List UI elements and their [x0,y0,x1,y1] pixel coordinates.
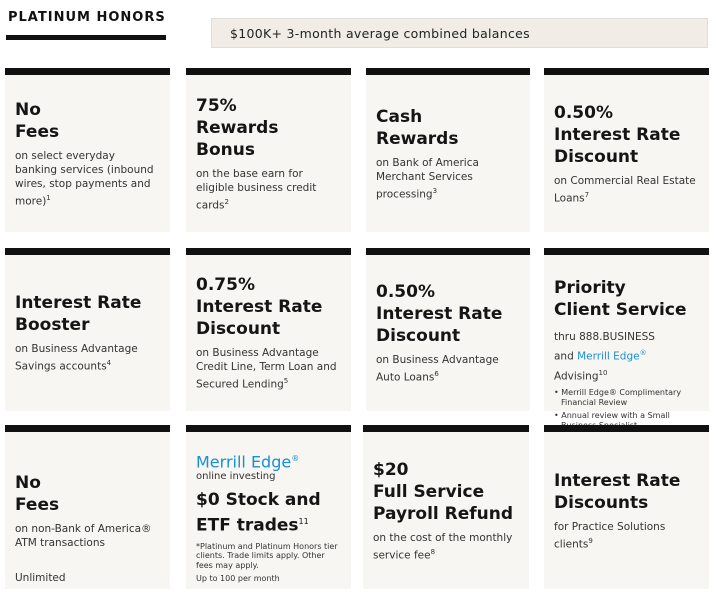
benefit-description: on Bank of America Merchant Services pro… [376,156,479,201]
benefit-card-no-fees: No Fees on select everyday banking servic… [5,68,170,232]
benefit-headline: 0.50% Interest Rate Discount [376,282,503,347]
benefit-headline: Interest Rate Discounts [554,470,681,513]
benefit-headline: 75% Rewards Bonus [196,95,279,160]
benefit-extra-note: Unlimited [15,572,66,584]
benefit-headline: $20 Full Service Payroll Refund [373,459,514,524]
benefit-headline: $0 Stock and ETF trades11 [196,490,321,536]
benefit-headline: Interest Rate Booster [15,293,142,336]
benefit-card-cre-rate-discount: 0.50% Interest Rate Discount on Commercial… [544,68,709,232]
merrill-edge-logo: Merrill Edge® [196,452,300,472]
fine-print: *Platinum and Platinum Honors tier clien… [196,541,338,570]
benefit-card-payroll-refund: $20 Full Service Payroll Refund on the cos… [363,425,529,589]
benefit-card-merrill-trades: Merrill Edge® online investing $0 Stock … [186,425,351,589]
benefit-description: on Commercial Real Estate Loans7 [554,174,696,205]
benefit-description: for Practice Solutions clients9 [554,520,666,551]
benefit-description: on the cost of the monthly service fee8 [373,531,513,562]
benefit-card-credit-line-discount: 0.75% Interest Rate Discount on Business A… [186,248,351,411]
merrill-edge-text: Merrill Edge [577,350,640,363]
benefit-card-practice-discounts: Interest Rate Discounts for Practice Solu… [544,425,709,589]
benefit-card-rate-booster: Interest Rate Booster on Business Advanta… [5,248,170,411]
benefit-headline: Cash Rewards [376,106,459,149]
benefit-description: on select everyday banking services (inb… [15,149,154,208]
benefit-headline: 0.50% Interest Rate Discount [554,102,681,167]
benefit-card-cash-rewards: Cash Rewards on Bank of America Merchant … [366,68,530,232]
tier-title: PLATINUM HONORS [8,10,166,25]
benefit-description: thru 888.BUSINESS and Merrill Edge® Advi… [554,331,655,382]
benefit-card-auto-loan-discount: 0.50% Interest Rate Discount on Business A… [366,248,530,411]
balance-requirement-banner: $100K+ 3-month average combined balances [211,18,708,48]
benefit-description: on Business Advantage Auto Loans6 [376,354,499,384]
benefit-headline: Priority Client Service [554,278,687,320]
benefit-description: on Business Advantage Savings accounts4 [15,343,138,373]
benefit-headline: No Fees [15,472,60,515]
benefit-card-atm-no-fees: No Fees on non-Bank of America® ATM trans… [5,425,170,589]
tier-underline [6,35,166,40]
benefit-card-priority-service: Priority Client Service thru 888.BUSINESS… [544,248,709,430]
benefit-headline: No Fees [15,99,60,142]
benefit-headline: 0.75% Interest Rate Discount [196,275,323,340]
online-investing-label: online investing [196,471,276,483]
benefit-description: on non-Bank of America® ATM transactions [15,522,152,549]
benefit-description: on Business Advantage Credit Line, Term … [196,347,337,391]
trade-limit-note: Up to 100 per month [196,574,280,584]
benefit-bullet: • Merrill Edge® Complimentary Financial … [554,388,682,407]
benefit-description: on the base earn for eligible business c… [196,167,317,212]
benefit-card-rewards-bonus: 75% Rewards Bonus on the base earn for el… [186,68,351,232]
